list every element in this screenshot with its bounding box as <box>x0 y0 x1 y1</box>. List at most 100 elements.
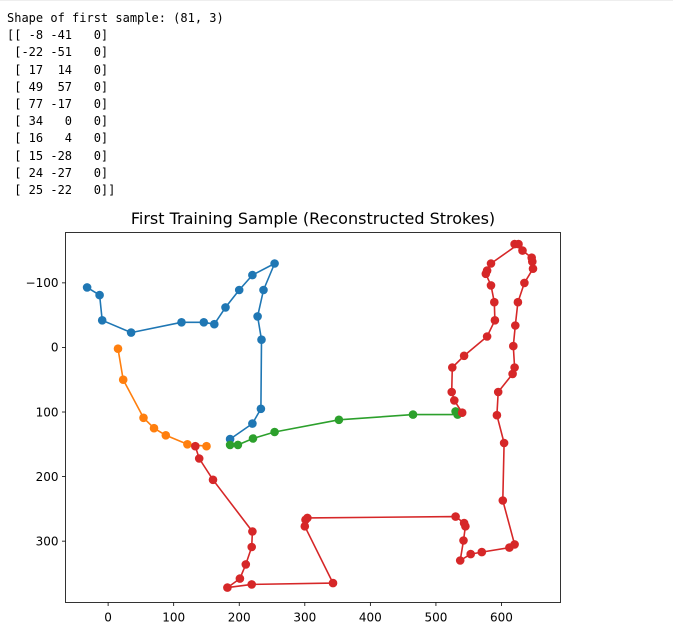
array-line: [ 17 14 0] <box>7 62 109 77</box>
data-point-stroke-2-1 <box>118 375 128 385</box>
x-tick-label: 0 <box>104 611 112 625</box>
data-point-stroke-4-35 <box>518 246 527 255</box>
series-stroke-2 <box>113 344 211 451</box>
cell-output-text: Shape of first sample: (81, 3) [[ -8 -41… <box>7 10 224 199</box>
data-point-stroke-4-0 <box>191 441 200 451</box>
data-point-stroke-1-8 <box>234 285 244 295</box>
data-point-stroke-4-49 <box>457 408 467 418</box>
data-point-stroke-4-2 <box>208 475 218 485</box>
data-point-stroke-4-8 <box>247 580 256 589</box>
data-point-stroke-1-0 <box>82 283 92 292</box>
data-point-stroke-2-0 <box>113 344 123 354</box>
data-point-stroke-3-2 <box>248 434 258 443</box>
data-point-stroke-2-5 <box>183 440 192 449</box>
array-line: [ 15 -28 0] <box>7 148 109 163</box>
data-point-stroke-4-46 <box>448 363 457 372</box>
x-tick-label: 500 <box>424 611 447 625</box>
array-line: [ 24 -27 0] <box>7 165 109 180</box>
data-point-stroke-1-13 <box>257 335 266 345</box>
data-point-stroke-4-37 <box>514 239 523 249</box>
y-tick-label: −100 <box>26 276 59 290</box>
data-point-stroke-4-27 <box>510 363 519 372</box>
data-point-stroke-4-1 <box>194 454 204 463</box>
data-point-stroke-4-43 <box>490 316 500 325</box>
data-point-stroke-4-5 <box>241 560 251 569</box>
y-tick-label: 300 <box>36 534 59 548</box>
data-point-stroke-4-32 <box>528 264 538 274</box>
data-point-stroke-1-15 <box>248 419 257 428</box>
data-point-stroke-4-13 <box>451 512 460 521</box>
data-point-stroke-1-2 <box>97 316 107 325</box>
y-tick-label: 100 <box>36 405 59 419</box>
data-point-stroke-4-28 <box>509 341 518 351</box>
data-point-stroke-4-40 <box>481 269 491 279</box>
data-point-stroke-4-17 <box>455 556 465 565</box>
x-tick-label: 300 <box>293 611 316 625</box>
data-point-stroke-4-38 <box>486 259 496 268</box>
data-point-stroke-1-14 <box>256 404 266 414</box>
data-point-stroke-4-22 <box>498 496 508 505</box>
x-tick-label: 600 <box>490 611 513 625</box>
data-point-stroke-1-5 <box>199 318 209 327</box>
data-point-stroke-1-10 <box>270 259 279 268</box>
data-point-stroke-4-15 <box>461 522 470 531</box>
array-line: [-22 -51 0] <box>7 45 109 60</box>
data-point-stroke-1-4 <box>177 318 186 327</box>
series-layer <box>82 239 538 592</box>
x-tick-label: 100 <box>162 611 185 625</box>
y-tick-label: 0 <box>51 341 59 355</box>
data-point-stroke-4-45 <box>459 351 469 361</box>
data-point-stroke-3-3 <box>270 427 279 437</box>
data-point-stroke-4-24 <box>492 410 502 420</box>
data-point-stroke-1-9 <box>248 270 257 280</box>
data-point-stroke-1-1 <box>95 290 104 300</box>
data-point-stroke-4-18 <box>466 549 476 559</box>
y-tick-label: 200 <box>36 470 59 484</box>
data-point-stroke-4-7 <box>223 583 232 592</box>
data-point-stroke-4-42 <box>490 297 499 307</box>
data-point-stroke-4-44 <box>482 332 492 341</box>
data-point-stroke-1-11 <box>259 285 268 295</box>
data-point-stroke-4-16 <box>459 536 468 545</box>
data-point-stroke-4-6 <box>235 574 245 583</box>
series-line-stroke-2 <box>117 348 207 447</box>
data-point-stroke-4-25 <box>493 387 503 397</box>
array-line: [ 25 -22 0]] <box>7 183 116 198</box>
data-point-stroke-4-41 <box>486 281 496 290</box>
series-stroke-3 <box>225 407 462 450</box>
data-point-stroke-4-23 <box>499 438 509 448</box>
data-point-stroke-4-10 <box>300 522 310 531</box>
x-tick-label: 200 <box>228 611 251 625</box>
data-point-stroke-4-30 <box>513 297 523 307</box>
data-point-stroke-4-19 <box>477 547 487 557</box>
array-line: [ 16 4 0] <box>7 131 109 146</box>
data-point-stroke-1-12 <box>253 312 262 321</box>
cell-top-border <box>0 0 673 1</box>
series-stroke-4 <box>191 239 538 592</box>
data-point-stroke-2-6 <box>202 441 211 451</box>
series-line-stroke-4 <box>194 243 534 589</box>
data-point-stroke-4-47 <box>447 387 457 397</box>
array-line: [ 77 -17 0] <box>7 97 109 112</box>
series-stroke-1 <box>82 259 279 444</box>
chart-title: First Training Sample (Reconstructed Str… <box>131 209 495 228</box>
array-line: [ 34 0 0] <box>7 114 109 129</box>
x-tick-label: 400 <box>359 611 382 625</box>
data-point-stroke-4-4 <box>247 542 256 552</box>
array-line: [ 49 57 0] <box>7 79 109 94</box>
shape-line: Shape of first sample: (81, 3) <box>7 11 224 25</box>
data-point-stroke-3-1 <box>233 440 243 450</box>
data-point-stroke-4-31 <box>520 278 529 288</box>
data-point-stroke-1-7 <box>221 303 230 312</box>
array-line: [[ -8 -41 0] <box>7 28 109 43</box>
data-point-stroke-4-9 <box>328 578 338 588</box>
data-point-stroke-4-12 <box>303 513 312 523</box>
data-point-stroke-4-21 <box>510 540 519 549</box>
series-line-stroke-3 <box>230 410 459 446</box>
axis-layer: 0 100 200 300 400 500 600 −100 0 100 200 300 <box>26 276 513 624</box>
plot-frame <box>65 232 561 603</box>
data-point-stroke-4-48 <box>450 396 459 405</box>
data-point-stroke-2-2 <box>139 413 148 423</box>
data-point-stroke-3-7 <box>451 407 460 416</box>
